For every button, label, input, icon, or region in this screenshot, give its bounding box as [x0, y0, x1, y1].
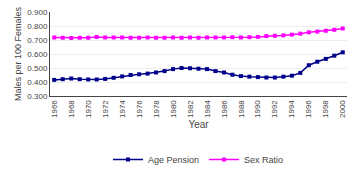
svg-text:Males per 100 Females: Males per 100 Females: [13, 6, 23, 101]
svg-text:1976: 1976: [135, 100, 144, 118]
svg-text:Year: Year: [188, 119, 209, 130]
svg-text:1978: 1978: [152, 100, 161, 118]
svg-text:1990: 1990: [254, 100, 263, 118]
svg-text:2000: 2000: [338, 100, 347, 118]
svg-text:1996: 1996: [304, 100, 313, 118]
svg-text:1966: 1966: [50, 100, 59, 118]
svg-text:1968: 1968: [67, 100, 76, 118]
svg-text:1994: 1994: [287, 100, 296, 118]
svg-text:Age Pension: Age Pension: [148, 155, 199, 165]
svg-text:1970: 1970: [84, 100, 93, 118]
svg-text:Sex Ratio: Sex Ratio: [244, 155, 283, 165]
svg-text:1988: 1988: [237, 100, 246, 118]
svg-text:0.400: 0.400: [27, 78, 48, 87]
svg-text:1974: 1974: [118, 100, 127, 118]
svg-text:0.700: 0.700: [27, 36, 48, 45]
svg-text:1992: 1992: [270, 100, 279, 118]
svg-text:1998: 1998: [321, 100, 330, 118]
svg-text:0.600: 0.600: [27, 50, 48, 59]
svg-text:1972: 1972: [101, 100, 110, 118]
svg-text:1980: 1980: [169, 100, 178, 118]
svg-text:1986: 1986: [220, 100, 229, 118]
svg-text:0.900: 0.900: [27, 8, 48, 17]
svg-text:0.500: 0.500: [27, 64, 48, 73]
svg-text:1982: 1982: [186, 100, 195, 118]
svg-text:0.300: 0.300: [27, 92, 48, 101]
svg-text:0.800: 0.800: [27, 22, 48, 31]
svg-text:1984: 1984: [203, 100, 212, 118]
